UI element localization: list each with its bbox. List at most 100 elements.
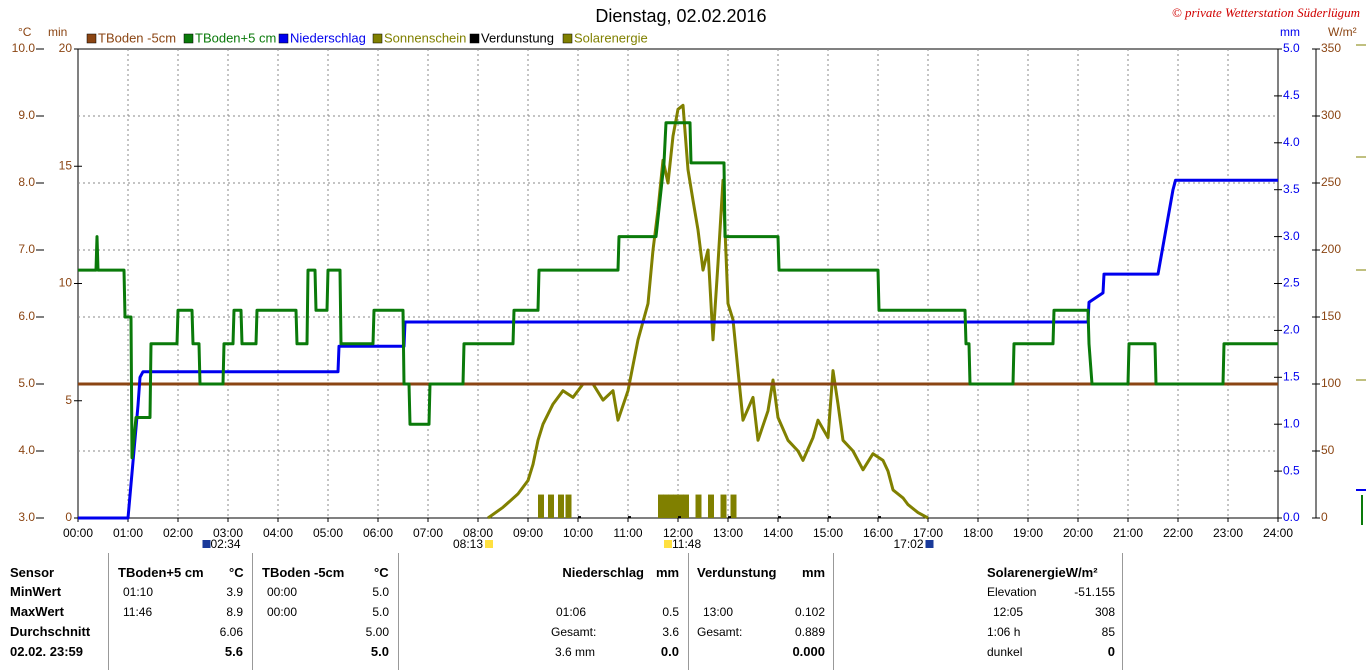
series-bar bbox=[728, 516, 731, 519]
cell: MinWert bbox=[10, 584, 62, 599]
cell: 0.0 bbox=[660, 644, 679, 659]
annotation-label: 02:34 bbox=[211, 537, 241, 551]
cell: 00:00 bbox=[267, 605, 298, 619]
series-bar bbox=[678, 516, 681, 519]
divider bbox=[1122, 553, 1123, 670]
series-bar bbox=[708, 494, 714, 518]
x-tick-label: 14:00 bbox=[763, 526, 793, 540]
cell: 3.9 bbox=[226, 585, 243, 599]
cell: °C bbox=[374, 565, 389, 580]
cell: 02.02. 23:59 bbox=[10, 644, 84, 659]
cell: 3.6 bbox=[662, 625, 679, 639]
cell: mm bbox=[802, 565, 826, 580]
cell: dunkel bbox=[987, 645, 1023, 659]
x-tick-label: 18:00 bbox=[963, 526, 993, 540]
stats-table: Sensor MinWert MaxWert Durchschnitt 02.0… bbox=[0, 553, 1366, 670]
cell: 0.5 bbox=[662, 605, 679, 619]
annotation-label: 11:48 bbox=[672, 537, 701, 551]
y-tick-label: 8.0 bbox=[18, 175, 35, 189]
y-tick-label: 10 bbox=[59, 276, 73, 290]
divider bbox=[833, 553, 834, 670]
x-tick-label: 16:00 bbox=[863, 526, 893, 540]
divider bbox=[252, 553, 253, 670]
x-tick-label: 03:00 bbox=[213, 526, 243, 540]
y-tick-label: 3.5 bbox=[1283, 182, 1300, 196]
cell: 6.06 bbox=[219, 625, 243, 639]
y-axis-unit: °C bbox=[18, 25, 32, 39]
y-tick-label: 350 bbox=[1321, 41, 1341, 55]
y-tick-label: 5.0 bbox=[18, 376, 35, 390]
y-tick-label: 50 bbox=[1321, 443, 1335, 457]
chart-title: Dienstag, 02.02.2016 bbox=[595, 6, 766, 26]
series-bar bbox=[878, 516, 881, 519]
x-tick-label: 10:00 bbox=[563, 526, 593, 540]
series-bar bbox=[683, 494, 689, 518]
legend-label: Solarenergie bbox=[574, 30, 648, 45]
series-bar bbox=[695, 494, 702, 518]
cell: 0.102 bbox=[794, 605, 825, 619]
series-bar bbox=[720, 494, 727, 518]
annotation-icon bbox=[485, 540, 493, 548]
x-tick-label: 12:00 bbox=[663, 526, 693, 540]
y-tick-label: 6.0 bbox=[18, 309, 35, 323]
y-tick-label: 150 bbox=[1321, 309, 1341, 323]
y4-axis-unit: W/m² bbox=[1328, 25, 1357, 39]
legend-swatch bbox=[372, 33, 383, 44]
copyright: © private Wetterstation Süderlügum bbox=[1172, 5, 1360, 20]
x-tick-label: 08:00 bbox=[463, 526, 493, 540]
cell: -51.155 bbox=[1074, 585, 1115, 599]
x-tick-label: 05:00 bbox=[313, 526, 343, 540]
cell: MaxWert bbox=[10, 604, 64, 619]
annotation-label: 08:13 bbox=[453, 537, 483, 551]
y-tick-label: 2.5 bbox=[1283, 276, 1300, 290]
y-tick-label: 250 bbox=[1321, 175, 1341, 189]
series-line bbox=[487, 103, 929, 520]
series-bar bbox=[538, 494, 544, 518]
x-tick-label: 02:00 bbox=[163, 526, 193, 540]
y-tick-label: 1.0 bbox=[1283, 416, 1300, 430]
legend-swatch bbox=[278, 33, 289, 44]
cell: 8.9 bbox=[226, 605, 243, 619]
y2-axis-unit: mm bbox=[1280, 25, 1300, 39]
x-tick-label: 07:00 bbox=[413, 526, 443, 540]
y-tick-label: 3.0 bbox=[1283, 229, 1300, 243]
series-bar bbox=[828, 516, 831, 519]
cell: 11:46 bbox=[123, 605, 153, 619]
legend-label: TBoden+5 cm bbox=[195, 30, 276, 45]
legend-swatch bbox=[86, 33, 97, 44]
x-tick-label: 04:00 bbox=[263, 526, 293, 540]
y-tick-label: 10.0 bbox=[12, 41, 36, 55]
series-bar bbox=[673, 494, 679, 518]
annotation-label: 17:02 bbox=[893, 537, 923, 551]
legend-label: Sonnenschein bbox=[384, 30, 466, 45]
series-bar bbox=[678, 494, 684, 518]
series-bar bbox=[565, 494, 572, 518]
x-tick-label: 09:00 bbox=[513, 526, 543, 540]
y-tick-label: 0.5 bbox=[1283, 463, 1300, 477]
series-bar bbox=[663, 494, 669, 518]
x-tick-label: 22:00 bbox=[1163, 526, 1193, 540]
cell: 85 bbox=[1101, 625, 1115, 639]
legend-swatch bbox=[469, 33, 480, 44]
x-tick-label: 24:00 bbox=[1263, 526, 1293, 540]
cell: 5.0 bbox=[372, 605, 389, 619]
cell: Sensor bbox=[10, 565, 55, 580]
x-tick-label: 06:00 bbox=[363, 526, 393, 540]
series-line bbox=[78, 178, 1278, 520]
legend-label: Niederschlag bbox=[290, 30, 366, 45]
cell: 5.6 bbox=[224, 644, 243, 659]
cell: 13:00 bbox=[703, 605, 734, 619]
y-tick-label: 0 bbox=[65, 510, 72, 524]
y3-axis-unit: min bbox=[48, 25, 67, 39]
series-bar bbox=[558, 494, 564, 518]
y-tick-label: 0.0 bbox=[1283, 510, 1300, 524]
y-tick-label: 2.0 bbox=[1283, 323, 1300, 337]
y-tick-label: 20 bbox=[59, 41, 73, 55]
cell: TBoden -5cm bbox=[262, 565, 345, 580]
divider bbox=[108, 553, 109, 670]
legend-swatch bbox=[183, 33, 194, 44]
y-tick-label: 4.0 bbox=[1283, 135, 1300, 149]
x-tick-label: 23:00 bbox=[1213, 526, 1243, 540]
cell: 0.000 bbox=[792, 644, 825, 659]
annotation-icon bbox=[202, 540, 211, 548]
